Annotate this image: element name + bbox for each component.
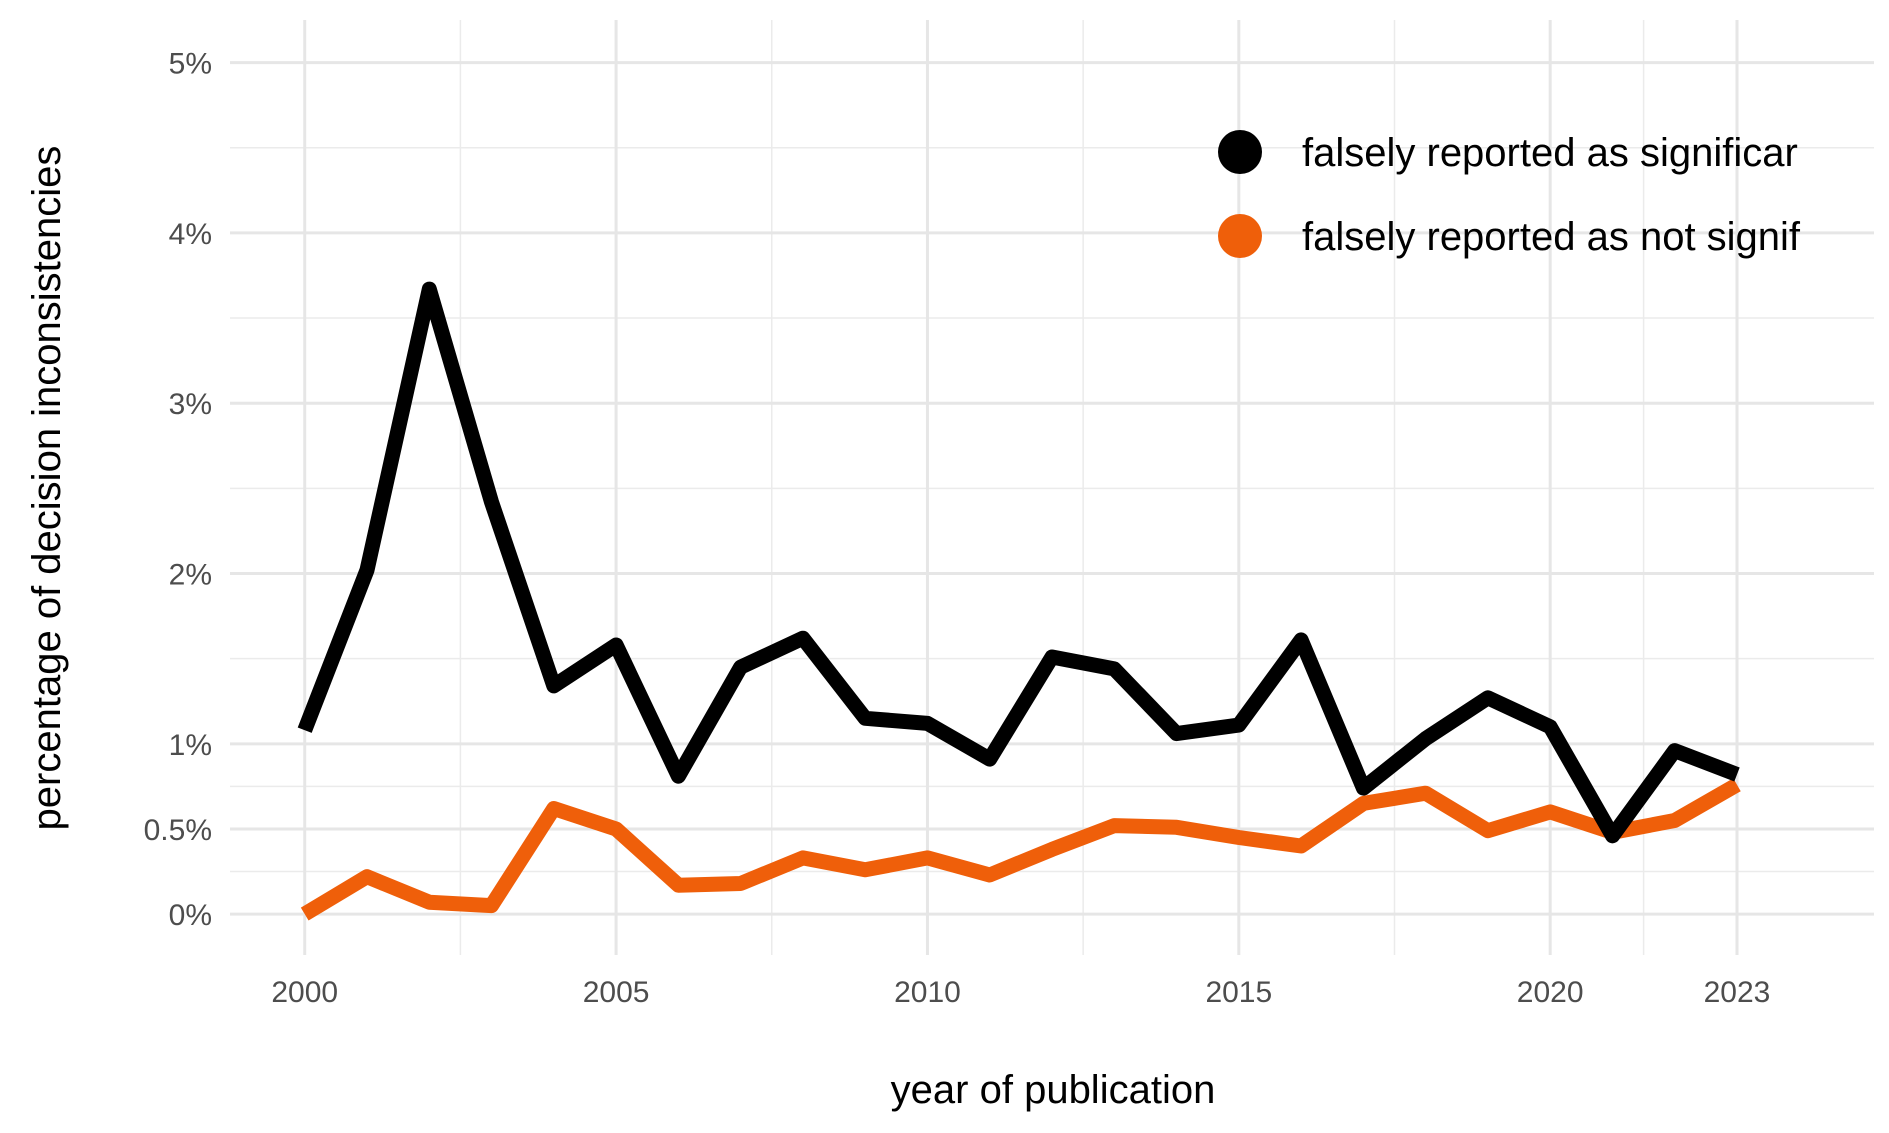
x-tick-label: 2010: [894, 976, 961, 1009]
series-lines: [297, 281, 1741, 921]
legend-label: falsely reported as not signif: [1302, 215, 1801, 259]
x-tick-label: 2015: [1205, 976, 1272, 1009]
y-tick-label: 4%: [169, 218, 212, 251]
x-tick-label: 2000: [271, 976, 338, 1009]
y-tick-label: 0.5%: [144, 814, 212, 847]
legend-swatch: [1218, 214, 1262, 258]
legend: falsely reported as significar falsely re…: [1218, 130, 1801, 259]
y-axis-ticks: 0% 0.5% 1% 2% 3% 4% 5%: [144, 48, 212, 933]
y-axis-title: percentage of decision inconsistencies: [25, 146, 69, 831]
x-axis-ticks: 2000 2005 2010 2015 2020 2023: [271, 976, 1770, 1009]
y-tick-label: 1%: [169, 729, 212, 762]
x-tick-label: 2023: [1704, 976, 1771, 1009]
legend-swatch: [1218, 130, 1262, 174]
y-tick-label: 0%: [169, 899, 212, 932]
y-tick-label: 3%: [169, 388, 212, 421]
series-line-1: [300, 778, 1741, 921]
grid: [230, 20, 1874, 955]
legend-label: falsely reported as significar: [1302, 131, 1798, 175]
x-tick-label: 2005: [583, 976, 650, 1009]
y-tick-label: 5%: [169, 48, 212, 81]
series-line-0: [297, 281, 1740, 844]
x-tick-label: 2020: [1517, 976, 1584, 1009]
x-axis-title: year of publication: [891, 1068, 1216, 1112]
y-tick-label: 2%: [169, 559, 212, 592]
